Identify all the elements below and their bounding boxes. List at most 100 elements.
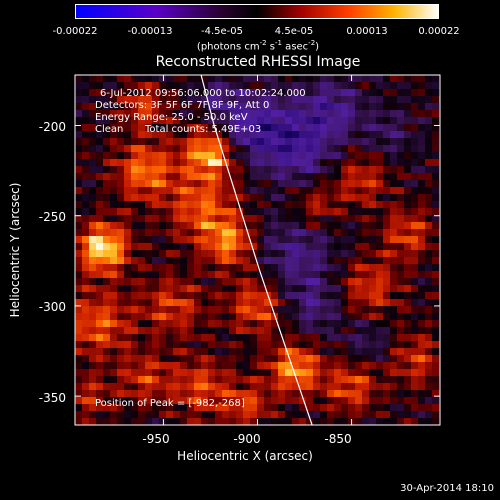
heatmap-cell (236, 271, 244, 279)
heatmap-cell (390, 257, 398, 265)
heatmap-cell (355, 285, 363, 293)
heatmap-cell (362, 124, 370, 132)
heatmap-cell (75, 194, 83, 202)
heatmap-cell (376, 110, 384, 118)
heatmap-cell (187, 166, 195, 174)
heatmap-cell (124, 82, 132, 90)
heatmap-cell (313, 208, 321, 216)
heatmap-cell (250, 299, 258, 307)
heatmap-cell (229, 173, 237, 181)
heatmap-cell (208, 292, 216, 300)
heatmap-cell (201, 313, 209, 321)
heatmap-cell (432, 397, 440, 405)
heatmap-cell (250, 215, 258, 223)
heatmap-cell (264, 383, 272, 391)
heatmap-cell (425, 376, 433, 384)
heatmap-cell (201, 285, 209, 293)
heatmap-cell (264, 166, 272, 174)
heatmap-cell (425, 320, 433, 328)
heatmap-cell (355, 341, 363, 349)
heatmap-cell (96, 278, 104, 286)
heatmap-cell (341, 96, 349, 104)
heatmap-cell (201, 334, 209, 342)
heatmap-cell (215, 222, 223, 230)
heatmap-cell (327, 397, 335, 405)
heatmap-cell (117, 306, 125, 314)
heatmap-cell (341, 75, 349, 83)
heatmap-cell (341, 369, 349, 377)
heatmap-cell (138, 418, 146, 425)
heatmap-cell (187, 376, 195, 384)
heatmap-cell (425, 124, 433, 132)
colorbar-tick-label: 0.00022 (418, 26, 460, 37)
heatmap-cell (355, 166, 363, 174)
heatmap-cell (418, 110, 426, 118)
heatmap-cell (285, 103, 293, 111)
heatmap-cell (152, 299, 160, 307)
heatmap-cell (173, 418, 181, 425)
heatmap-cell (124, 75, 132, 83)
heatmap-cell (138, 110, 146, 118)
heatmap-cell (362, 383, 370, 391)
heatmap-cell (257, 306, 265, 314)
heatmap-cell (299, 103, 307, 111)
heatmap-cell (425, 222, 433, 230)
heatmap-cell (369, 257, 377, 265)
heatmap-cell (201, 404, 209, 412)
heatmap-cell (110, 327, 118, 335)
heatmap-cell (397, 152, 405, 160)
heatmap-cell (348, 152, 356, 160)
heatmap-cell (369, 327, 377, 335)
heatmap-cell (180, 390, 188, 398)
heatmap-cell (306, 369, 314, 377)
heatmap-cell (341, 166, 349, 174)
heatmap-cell (117, 152, 125, 160)
heatmap-cell (250, 257, 258, 265)
heatmap-cell (243, 131, 251, 139)
heatmap-cell (173, 299, 181, 307)
heatmap-cell (355, 383, 363, 391)
heatmap-cell (264, 404, 272, 412)
heatmap-cell (390, 320, 398, 328)
heatmap-cell (117, 236, 125, 244)
heatmap-cell (75, 341, 83, 349)
heatmap-cell (334, 383, 342, 391)
heatmap-cell (376, 397, 384, 405)
heatmap-cell (355, 89, 363, 97)
heatmap-cell (348, 89, 356, 97)
heatmap-cell (96, 327, 104, 335)
heatmap-cell (397, 124, 405, 132)
heatmap-cell (243, 299, 251, 307)
heatmap-cell (82, 411, 90, 419)
heatmap-cell (292, 341, 300, 349)
heatmap-cell (117, 96, 125, 104)
heatmap-cell (138, 348, 146, 356)
heatmap-cell (355, 96, 363, 104)
heatmap-cell (173, 334, 181, 342)
heatmap-cell (334, 362, 342, 370)
heatmap-cell (173, 131, 181, 139)
heatmap-cell (278, 180, 286, 188)
heatmap-cell (397, 138, 405, 146)
heatmap-cell (159, 390, 167, 398)
heatmap-cell (257, 75, 265, 83)
heatmap-cell (89, 292, 97, 300)
heatmap-cell (124, 208, 132, 216)
heatmap-cell (117, 313, 125, 321)
heatmap-cell (131, 313, 139, 321)
heatmap-cell (397, 278, 405, 286)
heatmap-cell (215, 292, 223, 300)
heatmap-cell (89, 187, 97, 195)
heatmap-cell (75, 383, 83, 391)
heatmap-cell (222, 138, 230, 146)
heatmap-cell (418, 376, 426, 384)
heatmap-cell (138, 264, 146, 272)
heatmap-cell (222, 75, 230, 83)
heatmap-cell (397, 187, 405, 195)
heatmap-cell (96, 236, 104, 244)
heatmap-cell (383, 404, 391, 412)
heatmap-cell (257, 124, 265, 132)
heatmap-cell (159, 138, 167, 146)
heatmap-cell (236, 383, 244, 391)
heatmap-cell (201, 397, 209, 405)
